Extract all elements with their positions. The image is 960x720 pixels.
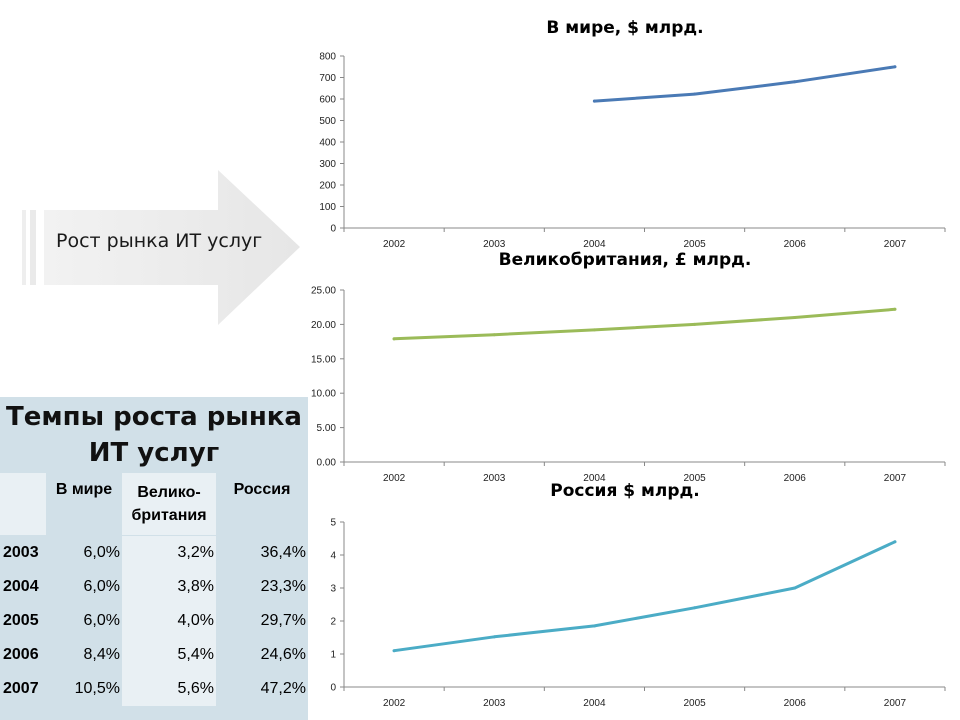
growth-table-panel: Темпы роста рынка ИТ услуг В мире Велико-… bbox=[0, 397, 308, 720]
table-cell-uk: 4,0% bbox=[122, 604, 216, 638]
data-point bbox=[492, 635, 496, 639]
y-tick-label: 0 bbox=[330, 224, 336, 235]
data-point bbox=[392, 337, 396, 341]
y-tick-label: 800 bbox=[319, 52, 336, 63]
data-point bbox=[392, 649, 396, 653]
x-tick-label: 2006 bbox=[784, 698, 807, 709]
y-tick-label: 5 bbox=[330, 518, 336, 529]
x-tick-label: 2004 bbox=[583, 473, 606, 484]
chart-world: В мире, $ млрд. 0 100 200 300 400 500 600 700 80… bbox=[290, 10, 960, 260]
y-tick-label: 600 bbox=[319, 95, 336, 106]
y-tick-label: 25.00 bbox=[311, 286, 336, 297]
x-tick-label: 2003 bbox=[483, 239, 506, 250]
y-tick-label: 0.00 bbox=[317, 458, 337, 469]
chart-world-plot: 0 100 200 300 400 500 600 700 800 2002 2003 2004 200… bbox=[319, 52, 946, 250]
data-point bbox=[492, 333, 496, 337]
y-tick-label: 100 bbox=[319, 202, 336, 213]
table-header-cell: В мире bbox=[46, 473, 122, 535]
x-tick-label: 2004 bbox=[583, 698, 606, 709]
data-point bbox=[793, 80, 797, 84]
table-cell-russia: 29,7% bbox=[216, 604, 308, 638]
data-point bbox=[793, 316, 797, 320]
y-tick-label: 10.00 bbox=[311, 389, 336, 400]
x-tick-label: 2005 bbox=[683, 239, 706, 250]
data-point bbox=[793, 586, 797, 590]
data-point bbox=[693, 606, 697, 610]
data-point bbox=[592, 328, 596, 332]
table-row-year: 2006 bbox=[0, 638, 46, 672]
table-row-year: 2005 bbox=[0, 604, 46, 638]
y-tick-label: 4 bbox=[330, 551, 336, 562]
table-header-cell: Велико-британия bbox=[122, 473, 216, 535]
table-cell-world: 6,0% bbox=[46, 570, 122, 604]
table-cell-world: 10,5% bbox=[46, 672, 122, 706]
x-tick-label: 2006 bbox=[784, 473, 807, 484]
x-tick-label: 2003 bbox=[483, 698, 506, 709]
data-point bbox=[893, 65, 897, 69]
x-tick-label: 2007 bbox=[884, 239, 907, 250]
y-tick-label: 1 bbox=[330, 650, 336, 661]
y-tick-label: 20.00 bbox=[311, 320, 336, 331]
chart-title: Великобритания, £ млрд. bbox=[498, 250, 752, 270]
table-cell-world: 6,0% bbox=[46, 536, 122, 570]
series-line bbox=[392, 307, 897, 341]
series-line bbox=[592, 65, 897, 103]
table-row-year: 2004 bbox=[0, 570, 46, 604]
table-cell-uk: 3,8% bbox=[122, 570, 216, 604]
arrow-label: Рост рынка ИТ услуг bbox=[56, 230, 263, 252]
table-cell-uk: 5,4% bbox=[122, 638, 216, 672]
chart-title: В мире, $ млрд. bbox=[546, 18, 704, 38]
y-tick-label: 400 bbox=[319, 138, 336, 149]
data-point bbox=[592, 624, 596, 628]
chart-title: Россия $ млрд. bbox=[550, 481, 700, 501]
x-tick-label: 2005 bbox=[683, 473, 706, 484]
y-tick-label: 3 bbox=[330, 584, 336, 595]
y-tick-label: 300 bbox=[319, 159, 336, 170]
data-point bbox=[592, 99, 596, 103]
x-tick-label: 2004 bbox=[583, 239, 606, 250]
chart-russia: Россия $ млрд. 0 1 2 3 4 5 2002 2003 2004 2005 200… bbox=[290, 480, 960, 715]
x-tick-label: 2005 bbox=[683, 698, 706, 709]
table-row-year: 2007 bbox=[0, 672, 46, 706]
table-cell-uk: 3,2% bbox=[122, 536, 216, 570]
table-header-cell: Россия bbox=[216, 473, 308, 535]
y-tick-label: 700 bbox=[319, 73, 336, 84]
data-point bbox=[693, 92, 697, 96]
y-tick-label: 2 bbox=[330, 617, 336, 628]
data-point bbox=[693, 322, 697, 326]
x-tick-label: 2003 bbox=[483, 473, 506, 484]
table-cell-russia: 36,4% bbox=[216, 536, 308, 570]
table-cell-russia: 23,3% bbox=[216, 570, 308, 604]
table-cell-world: 8,4% bbox=[46, 638, 122, 672]
chart-uk: Великобритания, £ млрд. 0.00 5.00 10.00 15.… bbox=[290, 250, 960, 490]
table-cell-uk: 5,6% bbox=[122, 672, 216, 706]
x-tick-label: 2007 bbox=[884, 473, 907, 484]
chart-uk-plot: 0.00 5.00 10.00 15.00 20.00 25.00 2002 2003 2004… bbox=[311, 286, 946, 484]
data-point bbox=[893, 307, 897, 311]
table-row-year: 2003 bbox=[0, 536, 46, 570]
series-line bbox=[392, 540, 897, 653]
table-cell-world: 6,0% bbox=[46, 604, 122, 638]
y-tick-label: 5.00 bbox=[317, 423, 337, 434]
arrow-shape bbox=[22, 170, 300, 325]
x-tick-label: 2002 bbox=[383, 473, 406, 484]
x-tick-label: 2007 bbox=[884, 698, 907, 709]
y-tick-label: 15.00 bbox=[311, 354, 336, 365]
chart-russia-plot: 0 1 2 3 4 5 2002 2003 2004 2005 2006 2007 bbox=[330, 518, 946, 709]
x-tick-label: 2002 bbox=[383, 239, 406, 250]
y-tick-label: 0 bbox=[330, 683, 336, 694]
x-tick-label: 2002 bbox=[383, 698, 406, 709]
table-header-cell bbox=[0, 473, 46, 535]
table-cell-russia: 24,6% bbox=[216, 638, 308, 672]
table-cell-russia: 47,2% bbox=[216, 672, 308, 706]
y-tick-label: 500 bbox=[319, 116, 336, 127]
y-tick-label: 200 bbox=[319, 181, 336, 192]
table-title: Темпы роста рынка ИТ услуг bbox=[6, 402, 302, 468]
x-tick-label: 2006 bbox=[784, 239, 807, 250]
data-point bbox=[893, 540, 897, 544]
